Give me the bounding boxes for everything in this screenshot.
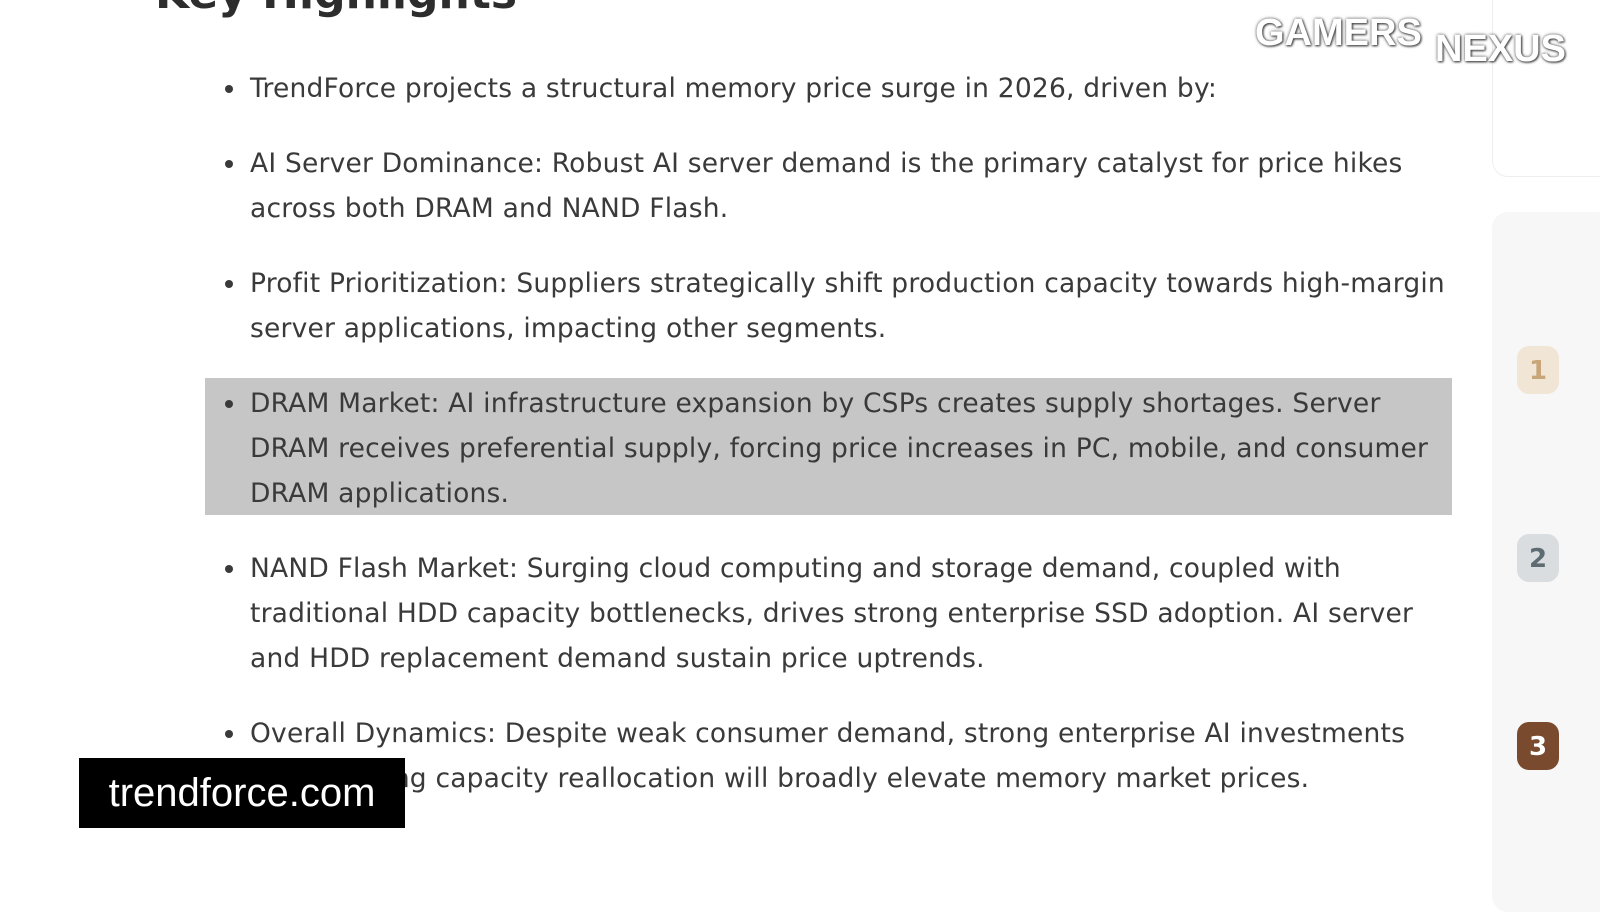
bullet: DRAM Market: AI infrastructure expansion… [225,381,1450,516]
bullet: NAND Flash Market: Surging cloud computi… [225,546,1450,681]
highlight [205,378,1452,515]
bullet-list: TrendForce projects a structural memory … [225,66,1450,831]
source-caption: trendforce.com [79,758,405,828]
rank-badge: 3 [1517,722,1559,770]
rank-badge: 2 [1517,534,1559,582]
bullet: AI Server Dominance: Robust AI server de… [225,141,1450,231]
bullet: TrendForce projects a structural memory … [225,66,1450,111]
logo-text: GAMERS [1255,12,1422,54]
sidebar-panel [1492,0,1600,177]
heading: Key Highlights [155,0,517,19]
rank-badge: 1 [1517,346,1559,394]
bullet: Profit Prioritization: Suppliers strateg… [225,261,1450,351]
logo-text: NEXUS [1435,28,1566,70]
bullet: Overall Dynamics: Despite weak consumer … [225,711,1450,801]
